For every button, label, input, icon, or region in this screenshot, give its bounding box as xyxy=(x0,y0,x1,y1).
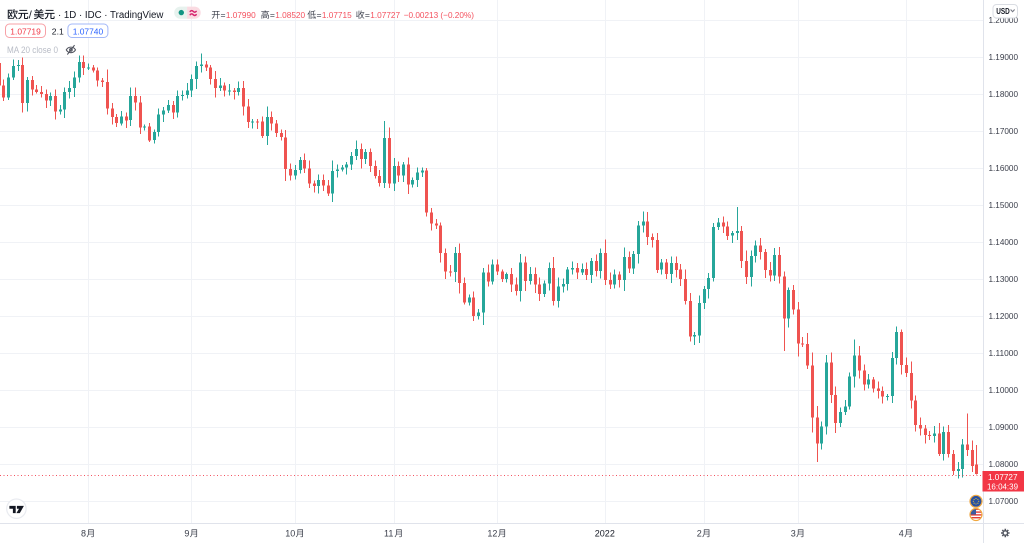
svg-text:1.07727: 1.07727 xyxy=(370,10,400,20)
svg-text:=: = xyxy=(365,10,370,20)
svg-text:/: / xyxy=(29,9,33,21)
svg-text:1.17000: 1.17000 xyxy=(989,126,1019,136)
svg-text:1.13000: 1.13000 xyxy=(989,274,1019,284)
svg-text:1.07740: 1.07740 xyxy=(73,26,104,36)
svg-text:8: 8 xyxy=(81,529,86,539)
svg-text:1.07715: 1.07715 xyxy=(322,10,352,20)
svg-text:=: = xyxy=(270,10,275,20)
svg-text:16:04:39: 16:04:39 xyxy=(987,481,1018,491)
svg-text:=: = xyxy=(317,10,322,20)
svg-text:1.16000: 1.16000 xyxy=(989,163,1019,173)
svg-text:11: 11 xyxy=(384,529,393,539)
svg-text:1.11000: 1.11000 xyxy=(989,348,1019,358)
svg-text:1.08520: 1.08520 xyxy=(275,10,305,20)
svg-text:=: = xyxy=(221,10,226,20)
svg-text:USD: USD xyxy=(996,6,1010,16)
svg-text:1.14000: 1.14000 xyxy=(989,237,1019,247)
svg-text:1.12000: 1.12000 xyxy=(989,311,1019,321)
svg-text:1.15000: 1.15000 xyxy=(989,200,1019,210)
svg-text:−0.00213 (−0.20%): −0.00213 (−0.20%) xyxy=(404,10,474,20)
svg-text:1.10000: 1.10000 xyxy=(989,385,1019,395)
svg-text:1.07990: 1.07990 xyxy=(226,10,256,20)
svg-text:1.09000: 1.09000 xyxy=(989,422,1019,432)
svg-text:1.18000: 1.18000 xyxy=(989,89,1019,99)
svg-text:2.1: 2.1 xyxy=(52,26,64,36)
svg-text:3: 3 xyxy=(791,529,796,539)
svg-text:1.20000: 1.20000 xyxy=(989,15,1019,25)
svg-text:2: 2 xyxy=(697,529,702,539)
svg-text:12: 12 xyxy=(487,529,497,539)
svg-text:1.07719: 1.07719 xyxy=(10,26,41,36)
svg-text:· 1D · IDC · TradingView: · 1D · IDC · TradingView xyxy=(58,10,164,21)
svg-text:9: 9 xyxy=(184,529,189,539)
svg-text:10: 10 xyxy=(285,529,295,539)
svg-text:1.07000: 1.07000 xyxy=(989,496,1019,506)
svg-text:1.07727: 1.07727 xyxy=(988,472,1018,482)
svg-text:2022: 2022 xyxy=(595,529,615,539)
svg-text:1.08000: 1.08000 xyxy=(989,459,1019,469)
svg-text:1.19000: 1.19000 xyxy=(989,52,1019,62)
svg-text:MA 20 close 0: MA 20 close 0 xyxy=(7,45,58,55)
svg-text:4: 4 xyxy=(899,529,904,539)
